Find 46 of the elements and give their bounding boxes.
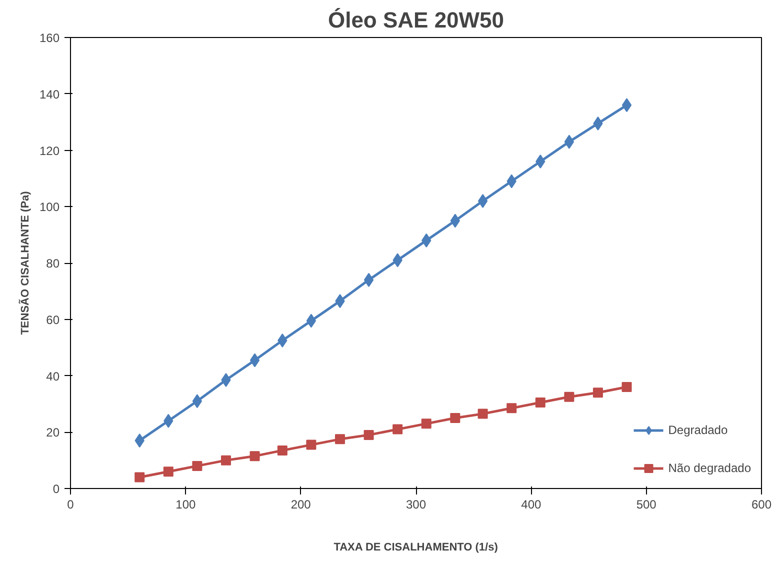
point	[564, 392, 574, 402]
x-tick-label: 500	[636, 498, 657, 512]
y-tick-label: 20	[46, 426, 60, 440]
x-axis-title: TAXA DE CISALHAMENTO (1/s)	[334, 542, 498, 554]
point	[277, 445, 288, 456]
point	[134, 472, 145, 482]
point	[506, 403, 517, 414]
y-tick-label: 60	[46, 312, 60, 327]
y-tick-label: 80	[46, 256, 60, 270]
x-tick-label: 600	[751, 498, 772, 512]
x-tick-label: 400	[521, 498, 542, 512]
point	[564, 134, 574, 149]
point	[192, 460, 202, 471]
y-tick-label: 40	[46, 369, 60, 384]
point	[220, 455, 231, 466]
x-tick-label: 200	[290, 498, 312, 512]
chart-title: Óleo SAE 20W50	[328, 8, 504, 32]
point	[478, 408, 488, 419]
point	[250, 353, 260, 368]
x-tick-label: 0	[67, 498, 74, 512]
legend-label: Degradado	[668, 423, 728, 437]
point	[622, 382, 632, 392]
y-tick-label: 100	[39, 200, 60, 214]
point	[364, 430, 374, 440]
point	[478, 194, 488, 208]
point	[592, 388, 603, 398]
point	[306, 314, 316, 328]
point	[622, 98, 632, 112]
point	[192, 394, 202, 408]
point	[334, 434, 345, 444]
point	[364, 272, 374, 287]
y-tick-label: 120	[39, 144, 60, 158]
x-tick-label: 300	[406, 498, 426, 512]
point	[535, 398, 546, 408]
x-tick-label: 100	[176, 498, 196, 512]
point	[392, 424, 403, 434]
y-axis-title: TENSÃO CISALHANTE (Pa)	[18, 190, 32, 335]
y-tick-label: 160	[39, 31, 60, 45]
legend-label: Não degradado	[668, 461, 751, 475]
point	[306, 440, 316, 450]
y-tick-label: 0	[52, 482, 60, 496]
point	[163, 466, 174, 477]
y-tick-label: 140	[39, 87, 60, 102]
point	[421, 418, 432, 429]
point	[250, 451, 260, 462]
point	[450, 413, 460, 424]
